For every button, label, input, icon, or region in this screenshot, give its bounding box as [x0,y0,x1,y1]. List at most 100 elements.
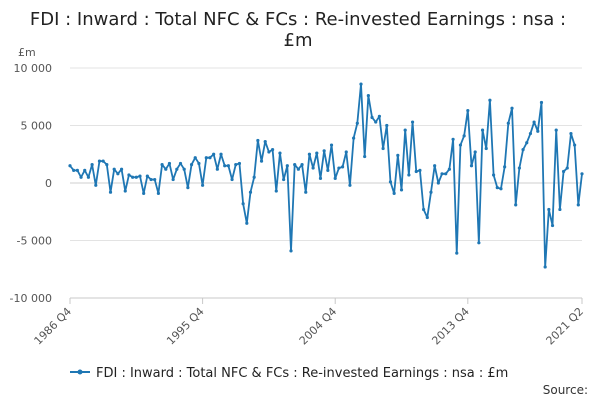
data-point[interactable] [359,82,363,86]
data-point[interactable] [256,138,260,143]
data-point[interactable] [230,177,234,182]
data-point[interactable] [580,172,584,176]
data-point[interactable] [248,190,253,194]
data-point[interactable] [296,167,300,171]
data-point[interactable] [444,172,448,176]
data-point[interactable] [565,166,569,170]
data-point[interactable] [282,177,286,182]
data-point[interactable] [145,174,149,178]
data-point[interactable] [193,156,197,160]
data-point[interactable] [119,167,124,171]
data-point[interactable] [536,129,540,133]
data-point[interactable] [440,172,444,176]
data-point[interactable] [495,186,499,190]
data-point[interactable] [355,121,359,125]
data-point[interactable] [86,175,91,179]
data-point[interactable] [473,150,477,154]
data-point[interactable] [521,148,525,152]
data-point[interactable] [462,134,466,138]
legend[interactable]: FDI : Inward : Total NFC & FCs : Re-inve… [70,366,508,381]
data-point[interactable] [344,150,348,154]
data-point[interactable] [403,128,407,132]
data-point[interactable] [399,188,404,192]
data-point[interactable] [116,172,120,176]
data-point[interactable] [550,223,555,228]
data-point[interactable] [164,167,168,171]
data-point[interactable] [153,177,157,182]
data-point[interactable] [396,153,400,157]
data-point[interactable] [127,173,131,177]
data-point[interactable] [208,156,212,160]
data-point[interactable] [484,146,488,151]
data-point[interactable] [514,203,518,207]
data-point[interactable] [352,136,356,140]
data-point[interactable] [285,164,289,168]
data-point[interactable] [451,137,455,141]
data-point[interactable] [506,121,510,125]
data-point[interactable] [547,207,551,212]
data-point[interactable] [543,265,547,269]
data-point[interactable] [311,166,315,170]
data-point[interactable] [407,173,411,177]
data-point[interactable] [503,165,507,169]
data-point[interactable] [97,159,102,163]
data-point[interactable] [108,190,113,194]
data-point[interactable] [488,98,492,102]
data-point[interactable] [197,161,201,166]
data-point[interactable] [326,168,330,172]
data-point[interactable] [293,163,297,167]
data-point[interactable] [569,131,573,136]
data-point[interactable] [223,164,227,168]
data-point[interactable] [525,141,529,145]
data-point[interactable] [201,183,205,187]
data-point[interactable] [370,115,374,120]
data-point[interactable] [274,189,278,193]
data-point[interactable] [469,164,474,168]
data-point[interactable] [112,167,116,171]
data-point[interactable] [263,140,267,144]
data-point[interactable] [333,176,337,180]
data-point[interactable] [466,108,470,113]
data-point[interactable] [167,161,172,166]
data-point[interactable] [532,120,536,124]
data-point[interactable] [171,177,175,182]
data-point[interactable] [374,120,378,124]
data-point[interactable] [517,166,521,170]
data-point[interactable] [576,203,580,207]
data-point[interactable] [234,163,238,167]
data-point[interactable] [175,167,179,171]
data-point[interactable] [433,164,437,168]
data-point[interactable] [340,165,345,169]
data-point[interactable] [252,175,256,179]
data-point[interactable] [94,183,98,187]
data-point[interactable] [189,163,194,167]
data-point[interactable] [307,152,312,156]
data-point[interactable] [528,131,533,136]
data-point[interactable] [499,187,503,191]
data-point[interactable] [267,150,271,154]
data-point[interactable] [68,164,72,168]
data-point[interactable] [212,152,216,156]
data-point[interactable] [101,159,105,163]
data-point[interactable] [447,167,451,171]
data-point[interactable] [392,191,396,195]
data-point[interactable] [539,100,544,105]
data-point[interactable] [491,173,496,177]
data-point[interactable] [259,159,264,163]
data-point[interactable] [381,146,385,151]
data-point[interactable] [160,163,164,167]
data-point[interactable] [510,106,514,110]
data-point[interactable] [134,175,138,179]
data-point[interactable] [105,163,109,167]
data-point[interactable] [322,149,326,153]
data-point[interactable] [142,191,146,195]
data-point[interactable] [558,207,562,212]
data-point[interactable] [348,183,352,187]
data-point[interactable] [289,249,293,253]
data-point[interactable] [318,176,323,180]
data-point[interactable] [561,169,566,174]
data-point[interactable] [90,163,94,167]
data-point[interactable] [329,143,334,147]
data-point[interactable] [414,169,418,174]
data-point[interactable] [204,156,208,160]
